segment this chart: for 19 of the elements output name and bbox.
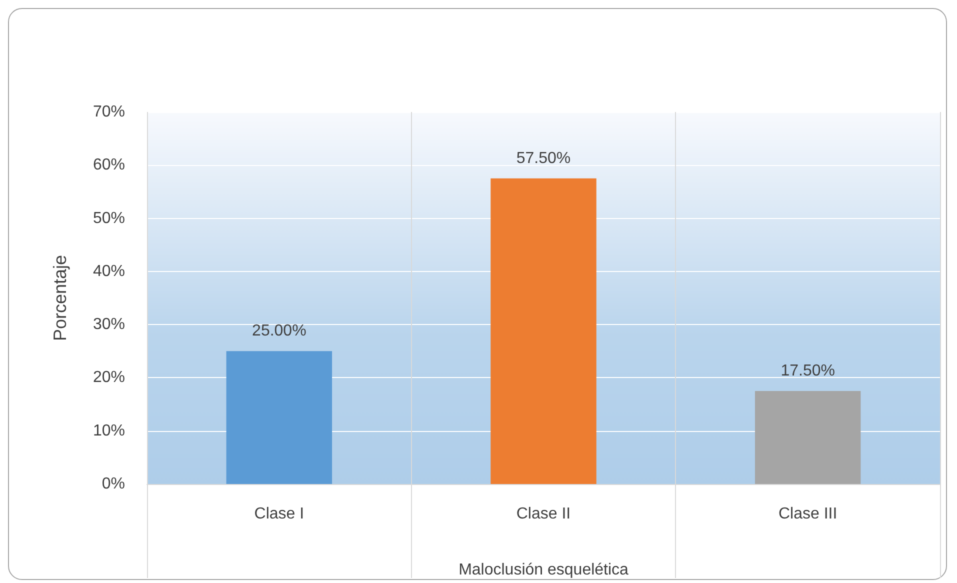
x-tick-label: Clase II bbox=[516, 506, 571, 522]
y-axis-title: Porcentaje bbox=[50, 254, 70, 342]
data-label: 17.50% bbox=[780, 362, 835, 380]
bar bbox=[226, 351, 332, 484]
y-tick-label: 10% bbox=[92, 422, 125, 440]
y-tick-label: 50% bbox=[92, 210, 125, 227]
y-tick-label: 60% bbox=[92, 156, 125, 174]
y-tick-label: 40% bbox=[92, 262, 125, 280]
x-tick-label: Clase III bbox=[778, 506, 838, 522]
bar bbox=[490, 178, 596, 484]
bar bbox=[754, 391, 861, 484]
data-label: 57.50% bbox=[516, 150, 571, 167]
x-axis-title: Maloclusión esquelética bbox=[458, 562, 629, 578]
y-tick-label: 0% bbox=[102, 476, 125, 492]
x-tick-label: Clase I bbox=[254, 506, 304, 522]
y-tick-label: 30% bbox=[92, 316, 125, 334]
data-label: 25.00% bbox=[252, 322, 306, 340]
y-tick-label: 70% bbox=[92, 104, 125, 120]
y-tick-label: 20% bbox=[92, 369, 125, 386]
